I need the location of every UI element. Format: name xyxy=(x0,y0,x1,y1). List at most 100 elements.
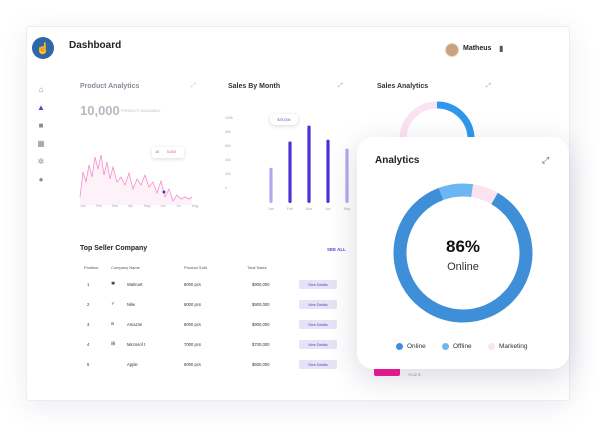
row-position: 3 xyxy=(87,322,90,327)
top-seller-title: Top Seller Company xyxy=(80,245,148,252)
y-tick-label: 40k xyxy=(225,158,231,162)
y-tick-label: 60k xyxy=(225,144,231,148)
row-total: $900,000 xyxy=(252,282,270,287)
legend-label: Offline xyxy=(453,343,472,350)
month-label: Jul xyxy=(176,204,181,208)
analytics-percent: 86% xyxy=(445,237,481,256)
app-logo[interactable]: ☝ xyxy=(32,37,54,59)
expand-icon[interactable]: ⤢ xyxy=(486,83,491,89)
company-logo-icon: ✱ xyxy=(111,281,116,287)
y-tick-label: 20k xyxy=(225,172,231,176)
row-position: 4 xyxy=(87,342,90,347)
y-tick-label: 0 xyxy=(225,186,227,190)
month-label: Jun xyxy=(160,204,166,208)
row-sold: 7000 pcs xyxy=(184,342,201,347)
footer-value: +5,02 $ xyxy=(407,372,421,377)
bar-may[interactable] xyxy=(345,148,349,203)
month-label: May xyxy=(144,204,151,208)
calendar-icon[interactable]: ▦ xyxy=(37,139,45,148)
row-company: Walmart xyxy=(127,282,143,287)
row-total: $900,000 xyxy=(252,322,270,327)
legend-offline: Offline xyxy=(442,343,472,350)
row-total: $900,000 xyxy=(252,302,270,307)
tooltip-label: 18 xyxy=(155,150,159,154)
legend-online: Online xyxy=(396,343,426,350)
x-tick-label: May xyxy=(344,207,350,211)
expand-icon[interactable]: ⤢ xyxy=(191,83,196,89)
tooltip-value: 5,000 xyxy=(167,150,176,154)
month-label: Feb xyxy=(96,204,103,208)
row-company: Nike xyxy=(127,302,136,307)
company-logo-icon: ⊞ xyxy=(111,341,116,347)
month-label: Aug xyxy=(192,204,199,208)
row-sold: 6000 pcs xyxy=(184,362,201,367)
settings-icon[interactable]: ✲ xyxy=(37,157,45,166)
analytics-title: Analytics xyxy=(375,155,420,166)
y-tick-label: 100k xyxy=(225,116,233,120)
row-position: 2 xyxy=(87,302,90,307)
home-icon[interactable]: ⌂ xyxy=(38,85,44,94)
x-tick-label: Mar xyxy=(306,207,313,211)
x-tick-label: Jan xyxy=(268,207,274,211)
bar-mar[interactable] xyxy=(307,125,311,203)
view-details-button[interactable]: View Details xyxy=(299,360,337,369)
legend-label: Marketing xyxy=(499,343,528,350)
avatar[interactable] xyxy=(445,43,459,57)
expand-icon[interactable]: ⤢ xyxy=(338,83,343,89)
view-details-button[interactable]: View Details xyxy=(299,340,337,349)
bar-feb[interactable] xyxy=(288,141,292,203)
analytics-label: Online xyxy=(447,261,479,273)
company-logo-icon: ✓ xyxy=(111,301,116,307)
y-tick-label: 80k xyxy=(225,130,231,134)
see-all-link[interactable]: SEE ALL xyxy=(327,247,346,252)
pink-marker xyxy=(374,369,400,376)
analytics-card: Analytics ⤢ 86% Online Online Offline Ma… xyxy=(357,137,569,369)
month-label: Apr xyxy=(128,204,134,208)
bar-apr[interactable] xyxy=(326,139,330,203)
product-total-label: PRODUCT AVAILABLE xyxy=(121,109,161,113)
row-total: $600,000 xyxy=(252,362,270,367)
donut-segment-marketing[interactable] xyxy=(470,184,498,205)
bag-icon[interactable]: ■ xyxy=(38,121,44,130)
month-label: Mar xyxy=(112,204,119,208)
row-sold: 8000 pcs xyxy=(184,282,201,287)
row-company: Apple xyxy=(127,362,138,367)
analytics-donut xyxy=(393,183,533,323)
product-analytics-title: Product Analytics xyxy=(80,83,140,90)
row-sold: 8000 pcs xyxy=(184,322,201,327)
sales-analytics-title: Sales Analytics xyxy=(377,83,429,90)
row-sold: 8000 pcs xyxy=(184,302,201,307)
sales-tooltip: $75,000 xyxy=(270,114,298,125)
sales-analytics-ring xyxy=(399,101,475,140)
legend-dot xyxy=(442,343,449,350)
donut-segment-online[interactable] xyxy=(393,187,533,323)
col-company[interactable]: Company Name xyxy=(111,265,140,270)
col-sold[interactable]: Product Sold xyxy=(184,265,207,270)
view-details-button[interactable]: View Details xyxy=(299,280,337,289)
logout-icon[interactable]: ▮ xyxy=(499,44,504,53)
legend-dot xyxy=(488,343,495,350)
donut-segment-offline[interactable] xyxy=(438,183,474,201)
col-total[interactable]: Total Sales xyxy=(247,265,267,270)
month-label: Jan xyxy=(80,204,86,208)
row-company: Microsof t xyxy=(127,342,146,347)
sales-by-month-title: Sales By Month xyxy=(228,83,281,90)
row-position: 1 xyxy=(87,282,90,287)
product-tooltip: 18 5,000 xyxy=(152,147,184,158)
bar-jan[interactable] xyxy=(269,167,273,203)
company-logo-icon: a xyxy=(111,321,114,327)
user-icon[interactable]: ● xyxy=(38,175,44,184)
x-tick-label: Feb xyxy=(287,207,293,211)
view-details-button[interactable]: View Details xyxy=(299,300,337,309)
page-title: Dashboard xyxy=(69,40,122,51)
view-details-button[interactable]: View Details xyxy=(299,320,337,329)
expand-icon[interactable]: ⤢ xyxy=(542,155,550,165)
row-position: 5 xyxy=(87,362,90,367)
product-line-chart xyxy=(79,154,193,205)
col-position[interactable]: Position xyxy=(84,265,99,270)
chart-icon[interactable]: ▲ xyxy=(37,103,45,112)
legend-marketing: Marketing xyxy=(488,343,528,350)
product-total: 10,000 xyxy=(80,103,120,118)
user-name[interactable]: Matheus xyxy=(463,45,492,52)
